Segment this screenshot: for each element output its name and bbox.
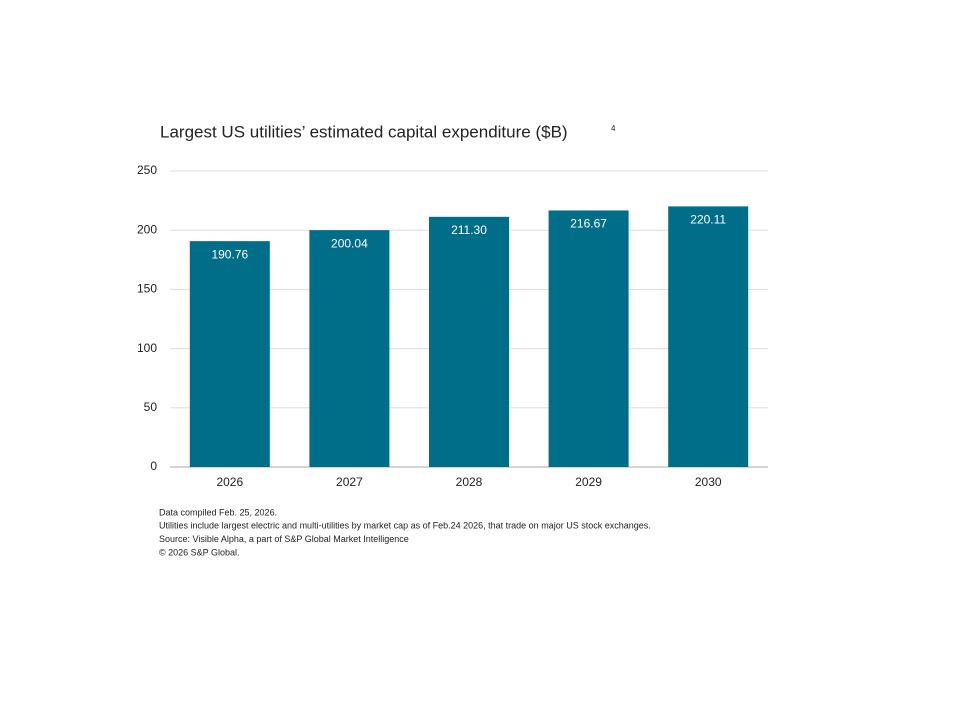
y-tick-label: 250 xyxy=(137,163,157,177)
x-tick-label: 2027 xyxy=(336,475,363,489)
bar xyxy=(309,230,390,467)
footnote: Data compiled Feb. 25, 2026. xyxy=(159,507,277,517)
bar xyxy=(548,210,629,468)
x-tick-label: 2030 xyxy=(695,475,722,489)
y-tick-label: 150 xyxy=(137,282,157,296)
bar xyxy=(189,241,270,467)
x-tick-label: 2029 xyxy=(575,475,602,489)
x-tick-label: 2028 xyxy=(456,475,483,489)
value-label: 216.67 xyxy=(570,217,607,231)
value-label: 200.04 xyxy=(331,236,368,250)
footnote: Source: Visible Alpha, a part of S&P Glo… xyxy=(159,534,409,544)
chart-title: Largest US utilities’ estimated capital … xyxy=(160,122,568,141)
y-tick-label: 50 xyxy=(144,400,158,414)
x-tick-label: 2026 xyxy=(216,475,243,489)
y-tick-label: 0 xyxy=(150,459,157,473)
y-tick-label: 200 xyxy=(137,222,157,236)
title-note: 4 xyxy=(611,124,616,133)
footnote: Utilities include largest electric and m… xyxy=(159,521,651,531)
footnote: © 2026 S&P Global. xyxy=(159,547,240,557)
value-label: 220.11 xyxy=(690,213,726,227)
value-label: 211.30 xyxy=(451,223,487,237)
y-tick-label: 100 xyxy=(137,341,157,355)
bar xyxy=(429,216,509,467)
bar xyxy=(668,206,749,467)
value-label: 190.76 xyxy=(211,247,248,261)
